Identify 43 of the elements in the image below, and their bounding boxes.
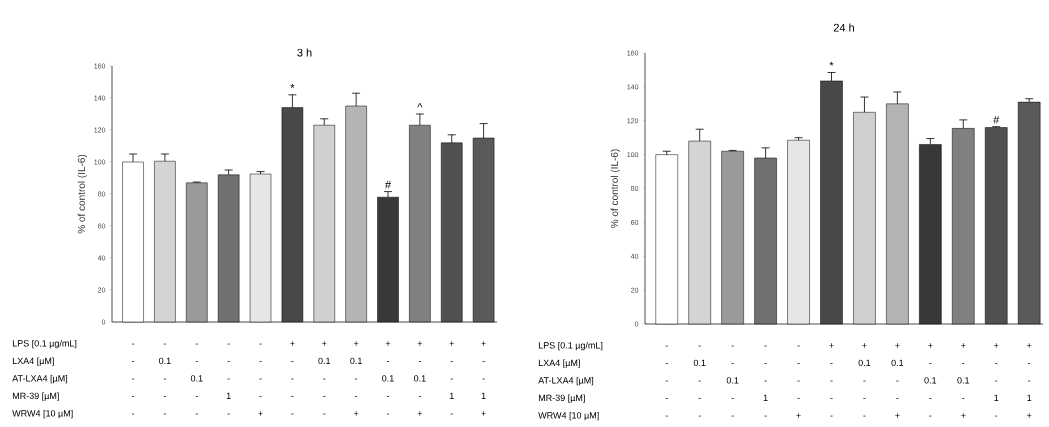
category-label: + 0.1 - - - [858,343,871,417]
category-label: + - - - - [290,341,295,415]
category-label: - - 0.1 - - [190,343,203,415]
annotation: * [829,61,834,66]
text: LPS [0.1 µg/mL] [538,341,603,351]
category-label: + - - 1 - [994,343,999,417]
category-label: - - - - - [131,343,135,415]
y-axis-title: % of control (IL-6) [610,149,620,228]
y-axis-title: % of control (IL-6) [77,154,87,234]
category-label: + - 0.1 - + [957,343,970,418]
category-label: + - - 1 + [1026,343,1032,418]
text: MR-39 [µM] [12,392,59,401]
text: MR-39 [µM] [538,394,585,403]
chart-title: 3 h [297,48,312,57]
text: LPS [0.1 µg/mL] [12,339,77,349]
category-label: + - 0.1 - - [924,343,937,417]
category-label: + 0.1 - - + [891,343,904,418]
category-label: - - - - + [796,345,801,418]
chart-title: 24 h [833,23,854,32]
category-label: + - 0.1 - - [382,341,394,415]
annotation: # [993,115,1000,124]
annotation: # [384,180,392,189]
category-label: - 0.1 - - - [159,343,171,415]
text: AT-LXA4 [µM] [538,376,594,386]
category-label: - 0.1 - - - [693,345,706,417]
category-label: + - - - - [829,343,834,417]
category-label: + - 0.1 - + [413,341,426,416]
category-label: - - - 1 - [226,343,231,415]
category-label: + 0.1 - - - [318,341,331,415]
category-label: + - - 1 + [481,341,486,416]
annotation: ^ [417,103,423,108]
annotation: * [290,84,295,88]
text: WRW4 [10 µM] [538,411,599,421]
text: WRW4 [10 µM] [12,409,73,419]
category-label: - - - - + [258,343,263,416]
category-label: - - 0.1 - - [726,345,739,417]
category-label: + - - 1 - [449,341,454,415]
text: LXA4 [µM] [12,357,54,366]
category-label: - - - 1 - [763,345,768,417]
category-label: - - - - - [665,345,668,417]
category-label: + 0.1 - - + [350,341,362,416]
text: LXA4 [µM] [538,359,580,368]
text: AT-LXA4 [µM] [12,374,68,384]
